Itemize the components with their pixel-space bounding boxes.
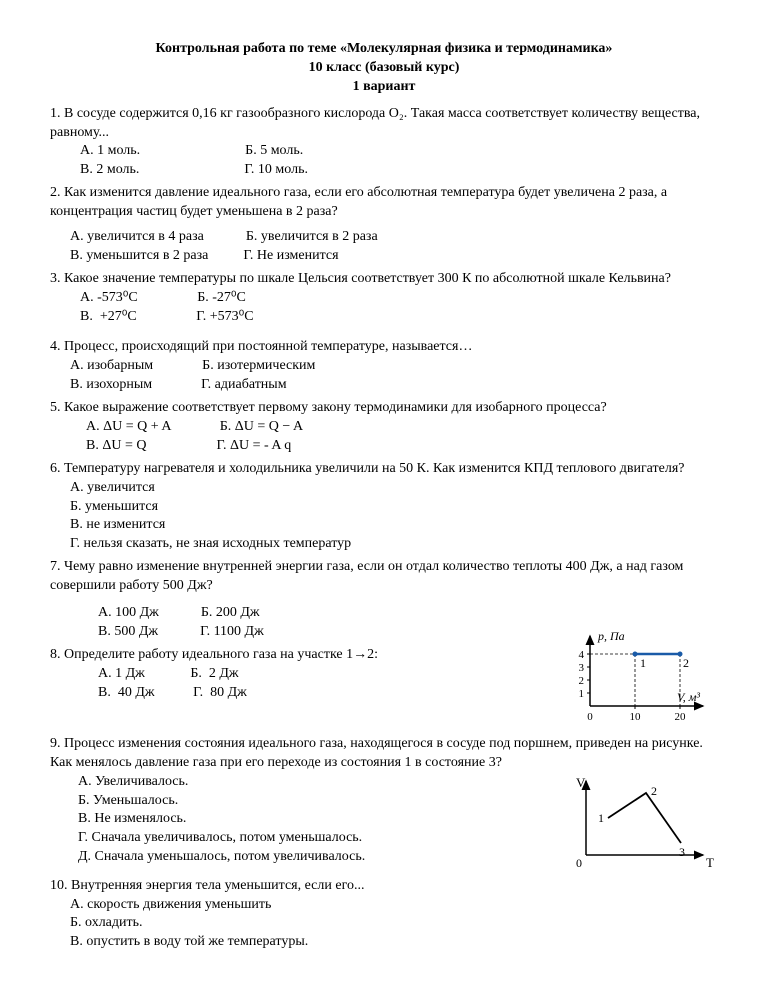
q6-a: А. увеличится bbox=[70, 479, 718, 498]
question-5: 5. Какое выражение соответствует первому… bbox=[50, 399, 718, 456]
question-4: 4. Процесс, происходящий при постоянной … bbox=[50, 338, 718, 395]
q2-g: Г. Не изменится bbox=[243, 248, 338, 263]
svg-text:3: 3 bbox=[579, 662, 585, 674]
q6-b: Б. уменьшится bbox=[70, 498, 718, 517]
q3-b: Б. -27⁰С bbox=[197, 290, 246, 305]
q7-g: Г. 1100 Дж bbox=[200, 624, 264, 639]
q9-text: 9. Процесс изменения состояния идеальног… bbox=[50, 735, 718, 773]
q10-options: А. скорость движения уменьшить Б. охлади… bbox=[50, 896, 718, 953]
q4-text: 4. Процесс, происходящий при постоянной … bbox=[50, 338, 718, 357]
q5-text: 5. Какое выражение соответствует первому… bbox=[50, 399, 718, 418]
q8-a: А. 1 Дж bbox=[98, 666, 145, 681]
q4-a: А. изобарным bbox=[70, 358, 153, 373]
svg-text:4: 4 bbox=[579, 649, 585, 661]
q9-g: Г. Сначала увеличивалось, потом уменьшал… bbox=[78, 829, 558, 848]
header-line-2: 10 класс (базовый курс) bbox=[50, 59, 718, 78]
question-3: 3. Какое значение температуры по шкале Ц… bbox=[50, 270, 718, 327]
q10-text: 10. Внутренняя энергия тела уменьшится, … bbox=[50, 877, 718, 896]
q7-b: Б. 200 Дж bbox=[201, 605, 260, 620]
q9-d: Д. Сначала уменьшалось, потом увеличивал… bbox=[78, 848, 558, 867]
q5-b: Б. ΔU = Q − A bbox=[220, 419, 303, 434]
q5-v: В. ΔU = Q bbox=[86, 438, 146, 453]
header-line-3: 1 вариант bbox=[50, 78, 718, 97]
q6-v: В. не изменится bbox=[70, 516, 718, 535]
q9-a: А. Увеличивалось. bbox=[78, 773, 558, 792]
q7-text: 7. Чему равно изменение внутренней энерг… bbox=[50, 558, 718, 596]
q5-options: А. ΔU = Q + A Б. ΔU = Q − A В. ΔU = Q Г.… bbox=[50, 418, 718, 456]
q10-a: А. скорость движения уменьшить bbox=[70, 896, 718, 915]
q8-options: А. 1 Дж Б. 2 Дж В. 40 Дж Г. 80 Дж bbox=[50, 665, 558, 703]
q2-a: А. увеличится в 4 раза bbox=[70, 229, 204, 244]
q4-b: Б. изотермическим bbox=[202, 358, 315, 373]
svg-text:p, Па: p, Па bbox=[597, 629, 625, 643]
q3-text: 3. Какое значение температуры по шкале Ц… bbox=[50, 270, 718, 289]
q4-g: Г. адиабатным bbox=[201, 377, 286, 392]
q10-b: Б. охладить. bbox=[70, 914, 718, 933]
q9-b: Б. Уменьшалось. bbox=[78, 792, 558, 811]
q3-a: А. -573⁰С bbox=[80, 290, 138, 305]
q1-b: Б. 5 моль. bbox=[245, 143, 303, 158]
svg-text:1: 1 bbox=[598, 811, 604, 825]
svg-text:1: 1 bbox=[640, 656, 646, 670]
q4-options: А. изобарным Б. изотермическим В. изохор… bbox=[50, 357, 718, 395]
svg-text:1: 1 bbox=[579, 688, 585, 700]
svg-text:0: 0 bbox=[587, 711, 593, 723]
q6-options: А. увеличится Б. уменьшится В. не измени… bbox=[50, 479, 718, 555]
q7-a: А. 100 Дж bbox=[98, 605, 159, 620]
svg-text:V: V bbox=[576, 775, 586, 790]
q3-v: В. +27⁰С bbox=[80, 309, 137, 324]
q5-g: Г. ΔU = - A q bbox=[216, 438, 291, 453]
q10-v: В. опустить в воду той же температуры. bbox=[70, 933, 718, 952]
svg-text:10: 10 bbox=[630, 711, 642, 723]
q8-g: Г. 80 Дж bbox=[193, 685, 247, 700]
svg-text:0: 0 bbox=[576, 856, 582, 870]
q6-g: Г. нельзя сказать, не зная исходных темп… bbox=[70, 535, 718, 554]
q5-a: А. ΔU = Q + A bbox=[86, 419, 171, 434]
svg-text:3: 3 bbox=[679, 845, 685, 859]
svg-text:V, м³: V, м³ bbox=[677, 690, 700, 704]
q4-v: В. изохорным bbox=[70, 377, 152, 392]
q7-v: В. 500 Дж bbox=[98, 624, 158, 639]
q8-b: Б. 2 Дж bbox=[190, 666, 238, 681]
question-9: 9. Процесс изменения состояния идеальног… bbox=[50, 735, 718, 873]
q2-options: А. увеличится в 4 раза Б. увеличится в 2… bbox=[50, 228, 718, 266]
question-2: 2. Как изменится давление идеального газ… bbox=[50, 184, 718, 266]
q1-a: А. 1 моль. bbox=[80, 143, 140, 158]
q3-g: Г. +573⁰С bbox=[196, 309, 253, 324]
svg-text:2: 2 bbox=[651, 784, 657, 798]
q2-b: Б. увеличится в 2 раза bbox=[246, 229, 378, 244]
q8-v: В. 40 Дж bbox=[98, 685, 155, 700]
q3-options: А. -573⁰С Б. -27⁰С В. +27⁰С Г. +573⁰С bbox=[50, 289, 718, 327]
q8-text: 8. Определите работу идеального газа на … bbox=[50, 646, 558, 665]
q9-chart: 1 2 3 V T 0 bbox=[568, 773, 718, 873]
question-1: 1. В сосуде содержится 0,16 кг газообраз… bbox=[50, 105, 718, 181]
q1-options: А. 1 моль. Б. 5 моль. В. 2 моль. Г. 10 м… bbox=[50, 142, 718, 180]
q2-v: В. уменьшится в 2 раза bbox=[70, 248, 208, 263]
q6-text: 6. Температуру нагревателя и холодильник… bbox=[50, 460, 718, 479]
q8-chart: 12340102012p, ПаV, м³ bbox=[568, 628, 718, 723]
q9-v: В. Не изменялось. bbox=[78, 810, 558, 829]
svg-text:2: 2 bbox=[579, 675, 585, 687]
svg-text:2: 2 bbox=[683, 656, 689, 670]
svg-text:20: 20 bbox=[675, 711, 687, 723]
header-line-1: Контрольная работа по теме «Молекулярная… bbox=[50, 40, 718, 59]
svg-text:T: T bbox=[706, 855, 714, 870]
q1-text: 1. В сосуде содержится 0,16 кг газообраз… bbox=[50, 105, 718, 143]
document-header: Контрольная работа по теме «Молекулярная… bbox=[50, 40, 718, 97]
q9-options: А. Увеличивалось. Б. Уменьшалось. В. Не … bbox=[50, 773, 558, 867]
question-8: 8. Определите работу идеального газа на … bbox=[50, 646, 718, 723]
q2-text: 2. Как изменится давление идеального газ… bbox=[50, 184, 718, 222]
q1-v: В. 2 моль. bbox=[80, 162, 139, 177]
question-6: 6. Температуру нагревателя и холодильник… bbox=[50, 460, 718, 554]
question-10: 10. Внутренняя энергия тела уменьшится, … bbox=[50, 877, 718, 953]
q1-g: Г. 10 моль. bbox=[244, 162, 308, 177]
